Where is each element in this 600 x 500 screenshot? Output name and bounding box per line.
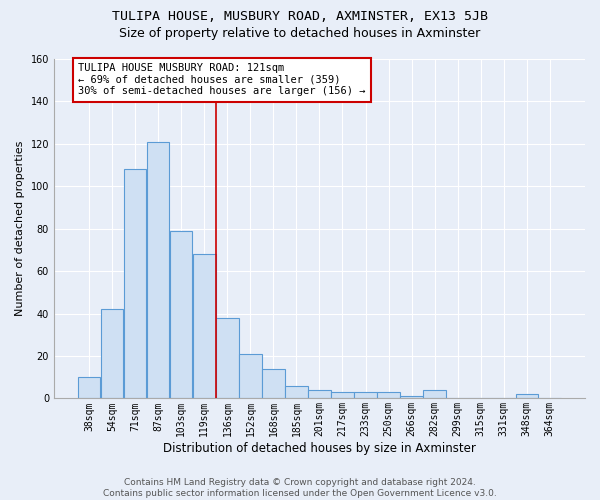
Y-axis label: Number of detached properties: Number of detached properties — [15, 141, 25, 316]
Bar — [355, 392, 377, 398]
Bar — [216, 318, 239, 398]
X-axis label: Distribution of detached houses by size in Axminster: Distribution of detached houses by size … — [163, 442, 476, 455]
Text: TULIPA HOUSE, MUSBURY ROAD, AXMINSTER, EX13 5JB: TULIPA HOUSE, MUSBURY ROAD, AXMINSTER, E… — [112, 10, 488, 23]
Bar — [239, 354, 262, 399]
Text: Size of property relative to detached houses in Axminster: Size of property relative to detached ho… — [119, 28, 481, 40]
Bar — [170, 231, 193, 398]
Bar — [124, 170, 146, 398]
Bar — [331, 392, 353, 398]
Bar — [101, 310, 124, 398]
Bar — [515, 394, 538, 398]
Bar — [147, 142, 169, 398]
Bar — [262, 368, 284, 398]
Text: TULIPA HOUSE MUSBURY ROAD: 121sqm
← 69% of detached houses are smaller (359)
30%: TULIPA HOUSE MUSBURY ROAD: 121sqm ← 69% … — [78, 63, 365, 96]
Bar — [377, 392, 400, 398]
Bar — [285, 386, 308, 398]
Bar — [400, 396, 423, 398]
Bar — [78, 377, 100, 398]
Bar — [424, 390, 446, 398]
Bar — [308, 390, 331, 398]
Bar — [193, 254, 215, 398]
Text: Contains HM Land Registry data © Crown copyright and database right 2024.
Contai: Contains HM Land Registry data © Crown c… — [103, 478, 497, 498]
